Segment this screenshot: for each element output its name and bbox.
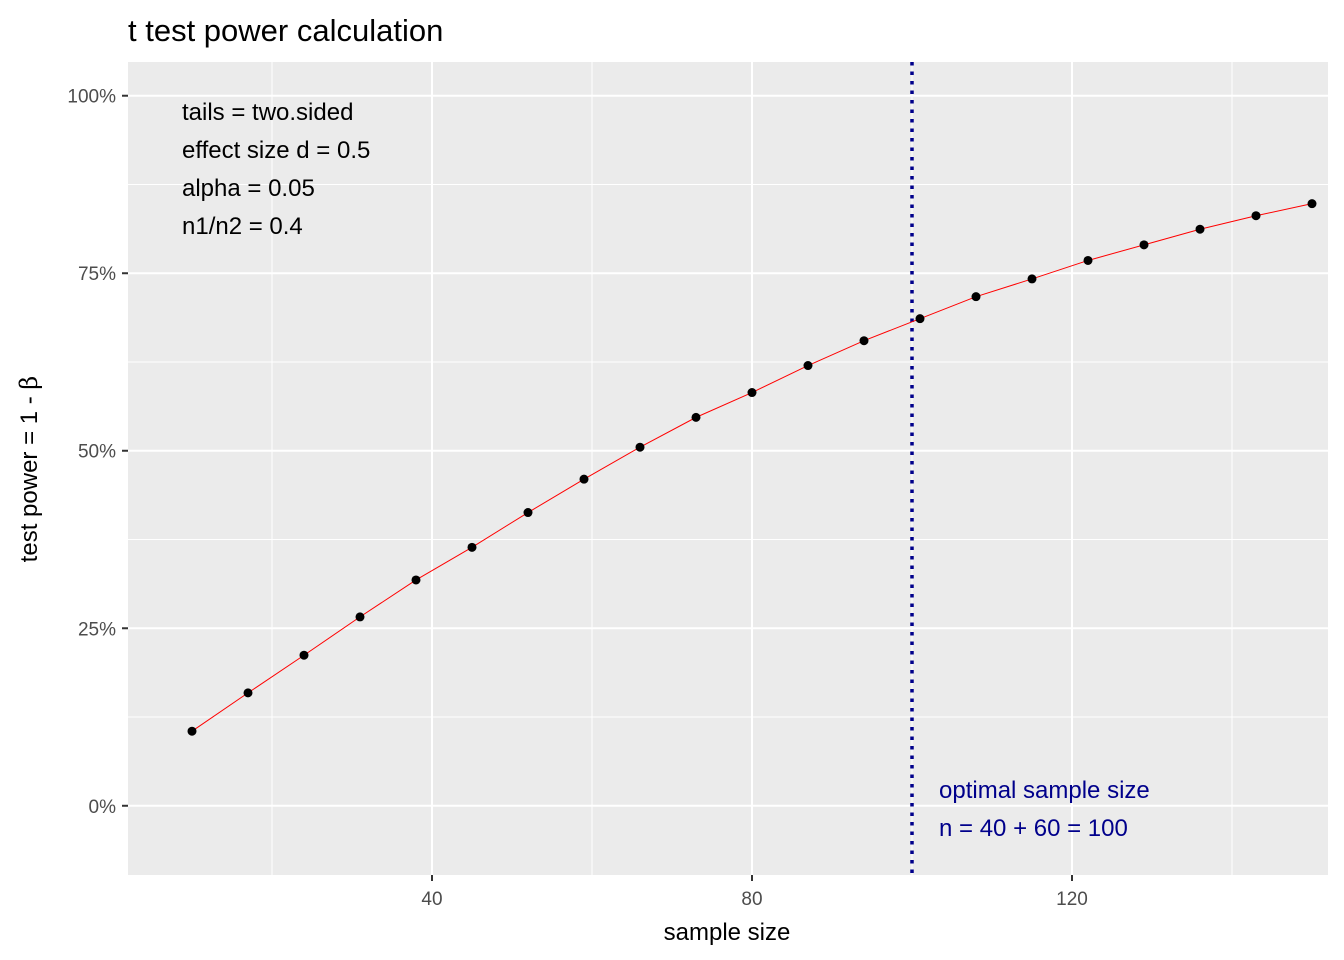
data-point (243, 688, 253, 698)
power-points (187, 199, 1317, 736)
plot-panel (128, 62, 1328, 875)
parameter-annotation-line: n1/n2 = 0.4 (182, 213, 303, 240)
data-point (803, 361, 813, 371)
data-point (299, 650, 309, 660)
data-point (1307, 199, 1317, 209)
parameter-annotation-line: effect size d = 0.5 (182, 137, 370, 164)
data-point (859, 336, 869, 346)
optimal-size-annotation-line: n = 40 + 60 = 100 (939, 815, 1128, 842)
data-point (971, 292, 981, 302)
data-point (467, 542, 477, 552)
x-axis-title: sample size (664, 919, 791, 946)
data-point (1195, 224, 1205, 234)
parameter-annotations: tails = two.sided effect size d = 0.5 alph… (182, 99, 370, 240)
data-point (523, 508, 533, 518)
data-point (1251, 211, 1261, 221)
parameter-annotation-line: tails = two.sided (182, 99, 353, 126)
data-point (915, 314, 925, 324)
x-tick-label: 40 (421, 889, 442, 910)
y-axis-tick-labels: 0% 25% 50% 75% 100% (67, 87, 116, 818)
y-axis-title-main: test power = 1 - (16, 390, 43, 563)
major-gridlines (128, 62, 1328, 875)
y-tick-label: 75% (78, 264, 116, 285)
data-point (691, 412, 701, 422)
data-point (635, 442, 645, 452)
data-point (187, 726, 197, 736)
data-point (411, 575, 421, 585)
data-point (355, 612, 365, 622)
parameter-annotation-line: alpha = 0.05 (182, 175, 315, 202)
optimal-size-annotation-line: optimal sample size (939, 777, 1150, 804)
chart-title: t test power calculation (128, 13, 443, 48)
optimal-sample-size-annotation: optimal sample size n = 40 + 60 = 100 (939, 777, 1150, 842)
beta-symbol: β (15, 376, 43, 390)
data-point (1083, 255, 1093, 265)
data-point (747, 388, 757, 398)
x-axis-tick-labels: 40 80 120 (421, 889, 1087, 910)
y-tick-label: 25% (78, 619, 116, 640)
axis-ticks (122, 94, 1073, 881)
x-tick-label: 80 (741, 889, 762, 910)
x-tick-label: 120 (1056, 889, 1088, 910)
y-tick-label: 100% (67, 87, 116, 108)
y-tick-label: 50% (78, 442, 116, 463)
data-point (579, 474, 589, 484)
y-tick-label: 0% (89, 797, 117, 818)
data-point (1027, 274, 1037, 284)
y-axis-title: test power = 1 - β (15, 376, 43, 563)
data-point (1139, 240, 1149, 250)
